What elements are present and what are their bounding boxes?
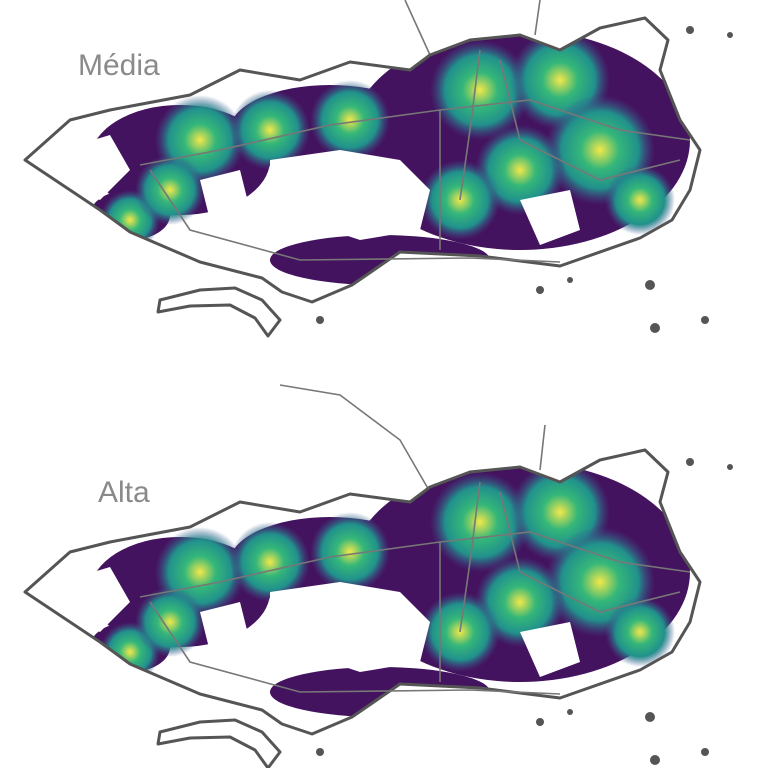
panel-label: Média	[78, 49, 160, 82]
map-panel: Média	[25, 0, 733, 336]
map-panel: Alta	[25, 384, 733, 768]
panel-label: Alta	[98, 476, 150, 509]
